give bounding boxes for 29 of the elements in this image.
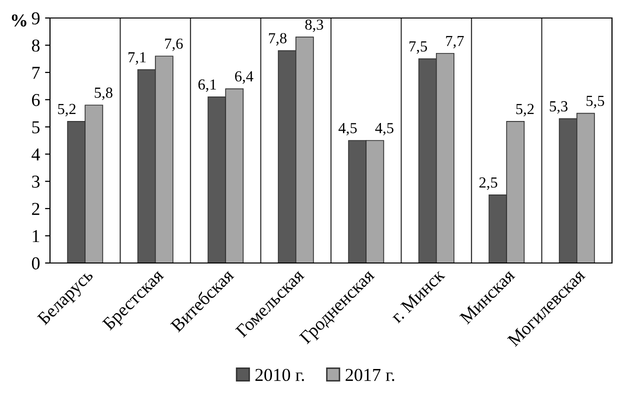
data-label: 8,3: [305, 19, 324, 32]
y-tick-label: 4: [32, 148, 40, 160]
data-label: 7,8: [269, 33, 287, 46]
data-label: 5,2: [58, 104, 76, 116]
y-tick-label: 3: [32, 176, 40, 188]
y-tick-label: 7: [32, 66, 40, 79]
y-tick-label: 9: [32, 12, 40, 24]
data-label: 2,5: [479, 177, 498, 190]
data-label: 6,4: [235, 71, 254, 84]
legend-label: 2010 г.: [255, 368, 304, 382]
data-label: 7,7: [446, 36, 464, 48]
data-label: 6,1: [198, 79, 216, 92]
y-tick-label: 6: [32, 94, 40, 106]
data-label: 5,2: [516, 104, 534, 116]
data-label: 5,8: [94, 88, 112, 100]
y-tick-label: 0: [32, 257, 40, 270]
data-label: 7,1: [128, 52, 146, 65]
y-axis-title: %: [12, 14, 26, 27]
data-label: 7,6: [165, 38, 183, 52]
y-tick-label: 8: [32, 39, 40, 52]
data-label: 4,5: [338, 123, 357, 136]
y-tick-label: 2: [32, 202, 40, 215]
data-label: 5,5: [586, 96, 604, 108]
data-label: 5,3: [550, 101, 568, 114]
data-label: 4,5: [375, 123, 394, 136]
y-tick-label: 5: [32, 121, 40, 134]
legend-label: 2017 г.: [346, 368, 394, 382]
data-label: 7,5: [410, 41, 427, 54]
y-tick-label: 1: [32, 230, 40, 242]
